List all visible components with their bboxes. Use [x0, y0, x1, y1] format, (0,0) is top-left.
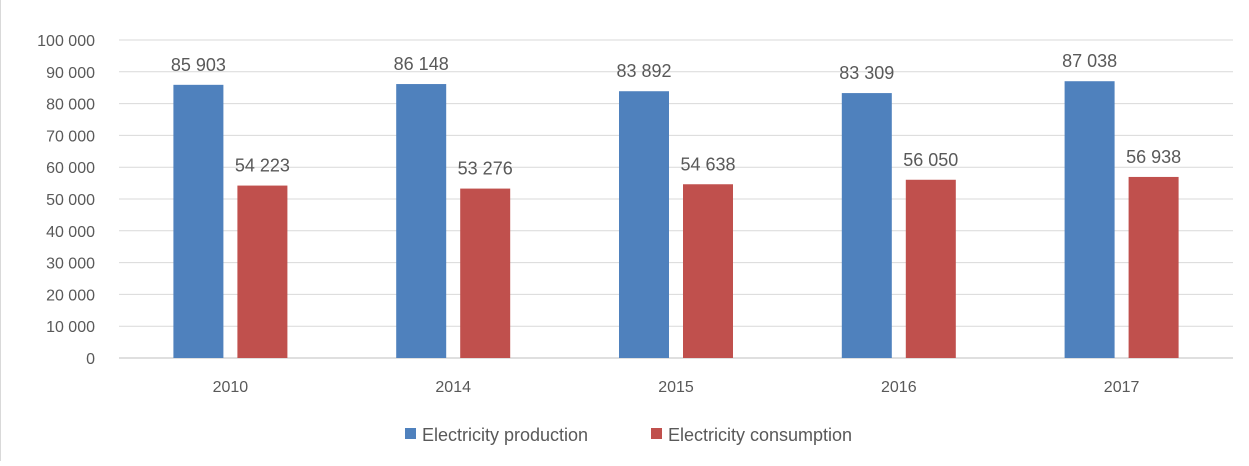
- y-tick-label: 10 000: [46, 319, 95, 336]
- data-label: 56 938: [1126, 147, 1181, 167]
- bar-consumption: [460, 188, 511, 358]
- x-tick-label: 2016: [881, 379, 917, 396]
- legend-swatch-production: [405, 428, 416, 439]
- y-tick-label: 100 000: [37, 33, 95, 50]
- legend-label-production: Electricity production: [422, 425, 588, 445]
- x-tick-label: 2015: [658, 379, 694, 396]
- data-label: 86 148: [394, 54, 449, 74]
- y-tick-label: 30 000: [46, 256, 95, 273]
- x-axis: 2010 2014 2015 2016 2017: [213, 379, 1140, 396]
- bars: [173, 81, 1179, 358]
- data-label: 83 309: [839, 63, 894, 83]
- bar-consumption: [237, 185, 288, 358]
- bar-production: [173, 84, 224, 358]
- gridlines: [119, 39, 1233, 359]
- bar-consumption: [905, 179, 956, 358]
- bar-production: [619, 91, 669, 358]
- bar-production: [841, 93, 892, 358]
- y-tick-label: 0: [86, 351, 95, 368]
- legend-swatch-consumption: [651, 428, 662, 439]
- legend: Electricity production Electricity consum…: [405, 425, 852, 445]
- y-tick-label: 20 000: [46, 287, 95, 304]
- bar-consumption: [1128, 176, 1179, 358]
- data-label: 53 276: [458, 159, 513, 179]
- data-label: 54 223: [235, 156, 290, 176]
- x-tick-label: 2017: [1104, 379, 1140, 396]
- y-tick-label: 60 000: [46, 160, 95, 177]
- y-tick-label: 70 000: [46, 128, 95, 145]
- y-tick-label: 50 000: [46, 192, 95, 209]
- data-label: 83 892: [616, 61, 671, 81]
- y-axis: 0 10 000 20 000 30 000 40 000 50 000 60 000 70 …: [37, 33, 95, 368]
- y-tick-label: 80 000: [46, 97, 95, 114]
- y-tick-label: 90 000: [46, 65, 95, 82]
- bar-consumption: [683, 184, 733, 358]
- data-label: 85 903: [171, 55, 226, 75]
- data-label: 54 638: [680, 154, 735, 174]
- x-tick-label: 2010: [213, 379, 249, 396]
- data-label: 56 050: [903, 150, 958, 170]
- bar-production: [396, 84, 447, 358]
- x-tick-label: 2014: [435, 379, 471, 396]
- data-labels: 85 903 54 223 86 148 53 276 83 892 54 638 83 3…: [171, 51, 1181, 178]
- bar-production: [1064, 81, 1115, 358]
- legend-label-consumption: Electricity consumption: [668, 425, 852, 445]
- y-tick-label: 40 000: [46, 224, 95, 241]
- data-label: 87 038: [1062, 51, 1117, 71]
